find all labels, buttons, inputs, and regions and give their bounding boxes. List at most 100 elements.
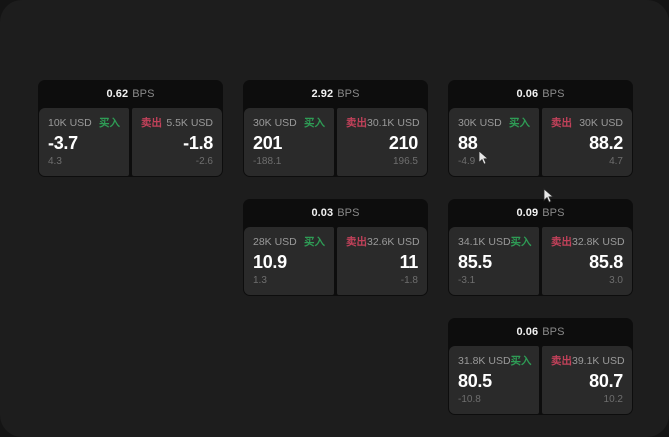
bps-value: 0.09 [516,207,539,219]
card-header: 2.92 BPS [243,80,428,108]
bps-unit: BPS [542,207,565,219]
buy-size: 10K USD [48,116,92,129]
bps-value: 0.03 [311,207,334,219]
buy-pane[interactable]: 30K USD 买入 201 -188.1 [244,108,334,176]
buy-pane[interactable]: 30K USD 买入 88 -4.9 [449,108,539,176]
buy-price: 201 [253,133,283,153]
buy-delta: 4.3 [48,156,62,167]
sell-pane-header: 30.1K USD 卖出 [346,116,420,130]
sell-pane[interactable]: 32.8K USD 卖出 85.8 3.0 [542,227,632,295]
sell-delta: 3.0 [609,275,623,286]
buy-size: 30K USD [458,116,502,129]
sell-pane-header: 30K USD 卖出 [551,116,623,130]
buy-delta: 1.3 [253,275,267,286]
bps-unit: BPS [337,88,360,100]
quote-card-2[interactable]: 2.92 BPS 30K USD 买入 201 -188.1 30. [243,80,428,177]
buy-delta: -188.1 [253,156,282,167]
sell-pane-header: 32.6K USD 卖出 [346,235,420,249]
buy-pane-header: 28K USD 买入 [253,235,325,249]
card-panes: 31.8K USD 买入 80.5 -10.8 39.1K USD 卖出 80.… [448,346,633,415]
buy-pane-header: 10K USD 买入 [48,116,120,130]
sell-delta: 4.7 [609,156,623,167]
buy-price: 88 [458,133,478,153]
sell-pane[interactable]: 30K USD 卖出 88.2 4.7 [542,108,632,176]
sell-size: 30.1K USD [367,116,420,129]
sell-side-label: 卖出 [551,355,572,367]
buy-delta: -10.8 [458,394,481,405]
quote-card-6[interactable]: 0.06 BPS 31.8K USD 买入 80.5 -10.8 3 [448,318,633,415]
bps-unit: BPS [132,88,155,100]
card-panes: 28K USD 买入 10.9 1.3 32.6K USD 卖出 11 -1.8 [243,227,428,296]
buy-side-label: 买入 [509,117,530,129]
buy-delta: -4.9 [458,156,476,167]
sell-pane[interactable]: 39.1K USD 卖出 80.7 10.2 [542,346,632,414]
card-panes: 34.1K USD 买入 85.5 -3.1 32.8K USD 卖出 85.8… [448,227,633,296]
card-panes: 10K USD 买入 -3.7 4.3 5.5K USD 卖出 -1.8 -2.… [38,108,223,177]
bps-unit: BPS [337,207,360,219]
buy-side-label: 买入 [510,355,532,367]
buy-side-label: 买入 [99,117,120,129]
buy-size: 34.1K USD [458,235,511,248]
quote-card-1[interactable]: 0.62 BPS 10K USD 买入 -3.7 4.3 5.5K [38,80,223,177]
buy-size: 31.8K USD [458,354,511,367]
sell-delta: -1.8 [400,275,418,286]
quote-column-3: 0.06 BPS 30K USD 买入 88 -4.9 30K US [448,80,633,415]
sell-side-label: 卖出 [346,117,367,129]
buy-pane[interactable]: 10K USD 买入 -3.7 4.3 [39,108,129,176]
bps-value: 2.92 [311,88,334,100]
quote-column-2: 2.92 BPS 30K USD 买入 201 -188.1 30. [243,80,428,415]
bps-unit: BPS [542,326,565,338]
buy-price: -3.7 [48,133,78,153]
card-panes: 30K USD 买入 88 -4.9 30K USD 卖出 88.2 4.7 [448,108,633,177]
buy-pane-header: 30K USD 买入 [253,116,325,130]
buy-side-label: 买入 [304,236,325,248]
buy-price: 80.5 [458,371,492,391]
sell-price: 88.2 [589,133,623,153]
buy-price: 10.9 [253,252,287,272]
sell-price: 210 [388,133,418,153]
buy-pane[interactable]: 34.1K USD 买入 85.5 -3.1 [449,227,539,295]
bps-value: 0.06 [516,326,539,338]
sell-price: 80.7 [589,371,623,391]
sell-side-label: 卖出 [551,117,572,129]
sell-price: -1.8 [183,133,213,153]
card-header: 0.62 BPS [38,80,223,108]
quote-card-5[interactable]: 0.09 BPS 34.1K USD 买入 85.5 -3.1 32 [448,199,633,296]
quote-grid: 0.62 BPS 10K USD 买入 -3.7 4.3 5.5K [38,80,633,415]
sell-price: 11 [399,252,419,272]
buy-pane-header: 30K USD 买入 [458,116,530,130]
card-header: 0.06 BPS [448,80,633,108]
sell-size: 32.6K USD [367,235,420,248]
buy-side-label: 买入 [510,236,532,248]
sell-side-label: 卖出 [346,236,367,248]
sell-pane[interactable]: 32.6K USD 卖出 11 -1.8 [337,227,427,295]
quote-card-4[interactable]: 0.06 BPS 30K USD 买入 88 -4.9 30K US [448,80,633,177]
buy-delta: -3.1 [458,275,476,286]
sell-size: 39.1K USD [572,354,625,367]
sell-side-label: 卖出 [141,117,162,129]
card-header: 0.03 BPS [243,199,428,227]
bps-unit: BPS [542,88,565,100]
sell-size: 5.5K USD [166,116,213,129]
buy-pane[interactable]: 28K USD 买入 10.9 1.3 [244,227,334,295]
sell-pane[interactable]: 30.1K USD 卖出 210 196.5 [337,108,427,176]
card-header: 0.09 BPS [448,199,633,227]
sell-size: 30K USD [579,116,623,129]
sell-pane-header: 5.5K USD 卖出 [141,116,213,130]
buy-side-label: 买入 [304,117,325,129]
sell-price: 85.8 [589,252,623,272]
buy-price: 85.5 [458,252,492,272]
sell-size: 32.8K USD [572,235,625,248]
bps-value: 0.62 [106,88,129,100]
sell-side-label: 卖出 [551,236,572,248]
bps-value: 0.06 [516,88,539,100]
buy-size: 30K USD [253,116,297,129]
quote-card-3[interactable]: 0.03 BPS 28K USD 买入 10.9 1.3 32.6K [243,199,428,296]
card-panes: 30K USD 买入 201 -188.1 30.1K USD 卖出 210 1… [243,108,428,177]
sell-pane[interactable]: 5.5K USD 卖出 -1.8 -2.6 [132,108,222,176]
card-header: 0.06 BPS [448,318,633,346]
sell-delta: -2.6 [195,156,213,167]
buy-pane[interactable]: 31.8K USD 买入 80.5 -10.8 [449,346,539,414]
sell-pane-header: 39.1K USD 卖出 [551,354,625,368]
